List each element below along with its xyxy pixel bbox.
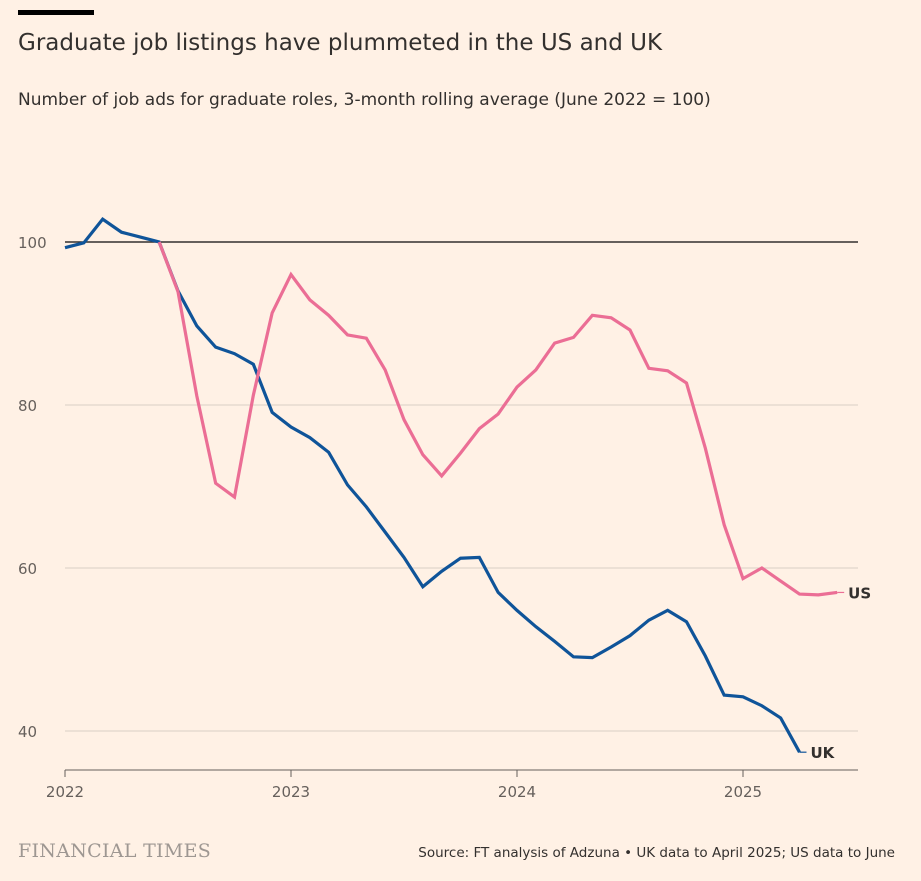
series-line-uk bbox=[64, 217, 801, 753]
series-line-us bbox=[157, 241, 838, 597]
chart-title: Graduate job listings have plummeted in … bbox=[18, 30, 663, 56]
series-label-us: US bbox=[848, 584, 871, 602]
y-tick-label: 100 bbox=[18, 234, 47, 252]
chart-subtitle: Number of job ads for graduate roles, 3-… bbox=[18, 90, 711, 110]
y-tick-label: 60 bbox=[18, 560, 37, 578]
source-note: Source: FT analysis of Adzuna • UK data … bbox=[418, 845, 895, 861]
series-label-uk: UK bbox=[811, 744, 836, 762]
ft-logo: FINANCIAL TIMES bbox=[18, 840, 212, 862]
x-tick-label: 2025 bbox=[724, 783, 762, 801]
x-tick-label: 2022 bbox=[46, 783, 84, 801]
x-tick-label: 2024 bbox=[498, 783, 536, 801]
y-tick-label: 80 bbox=[18, 397, 37, 415]
ft-top-bar bbox=[18, 10, 94, 15]
y-tick-label: 40 bbox=[18, 723, 37, 741]
x-tick-label: 2023 bbox=[272, 783, 310, 801]
